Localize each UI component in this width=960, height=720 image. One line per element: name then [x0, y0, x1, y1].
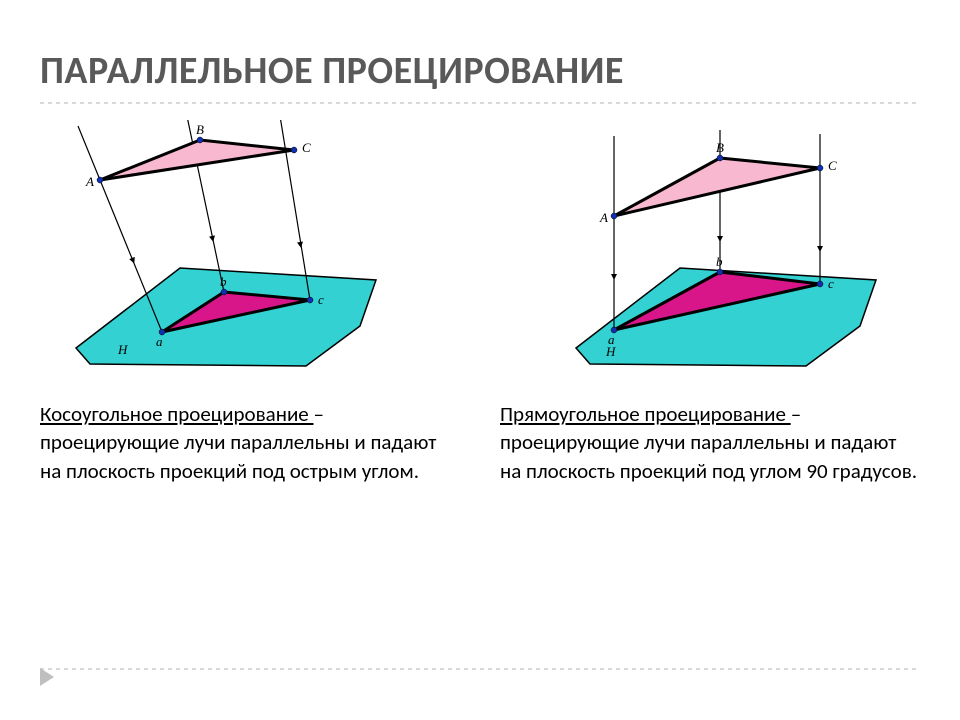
figures-row: A B Ca b c H A B Ca b c H — [40, 120, 920, 380]
captions-row: Косоугольное проецирование – проецирующи… — [40, 400, 920, 485]
term-right: Прямоугольное проецирование — [500, 401, 791, 427]
svg-text:c: c — [318, 292, 324, 307]
page-title: ПАРАЛЛЕЛЬНОЕ ПРОЕЦИРОВАНИЕ — [40, 48, 920, 94]
svg-text:c: c — [828, 276, 834, 291]
caption-right: Прямоугольное проецирование – проецирующ… — [500, 400, 920, 485]
term-left: Косоугольное проецирование — [40, 401, 314, 427]
chevron-right-icon — [40, 668, 54, 686]
caption-left: Косоугольное проецирование – проецирующи… — [40, 400, 460, 485]
svg-text:C: C — [302, 140, 311, 155]
svg-text:C: C — [828, 158, 837, 173]
diagram-left: A B Ca b c H — [70, 120, 390, 380]
diagram-right: ABCabcH — [570, 120, 890, 380]
slide: ПАРАЛЛЕЛЬНОЕ ПРОЕЦИРОВАНИЕ A B Ca b c H A B Ca b… — [0, 0, 960, 720]
svg-text:H: H — [117, 342, 128, 357]
svg-text:a: a — [156, 334, 163, 349]
svg-text:H: H — [605, 344, 616, 359]
svg-text:B: B — [716, 140, 724, 155]
figure-left: A B Ca b c H — [40, 120, 420, 380]
svg-text:A: A — [599, 210, 608, 225]
divider-top — [40, 102, 920, 104]
svg-text:A: A — [85, 174, 94, 189]
svg-text:b: b — [716, 254, 723, 269]
svg-text:B: B — [196, 122, 204, 137]
svg-text:b: b — [220, 274, 227, 289]
divider-bottom — [40, 668, 920, 670]
figure-right: ABCabcH — [540, 120, 920, 380]
